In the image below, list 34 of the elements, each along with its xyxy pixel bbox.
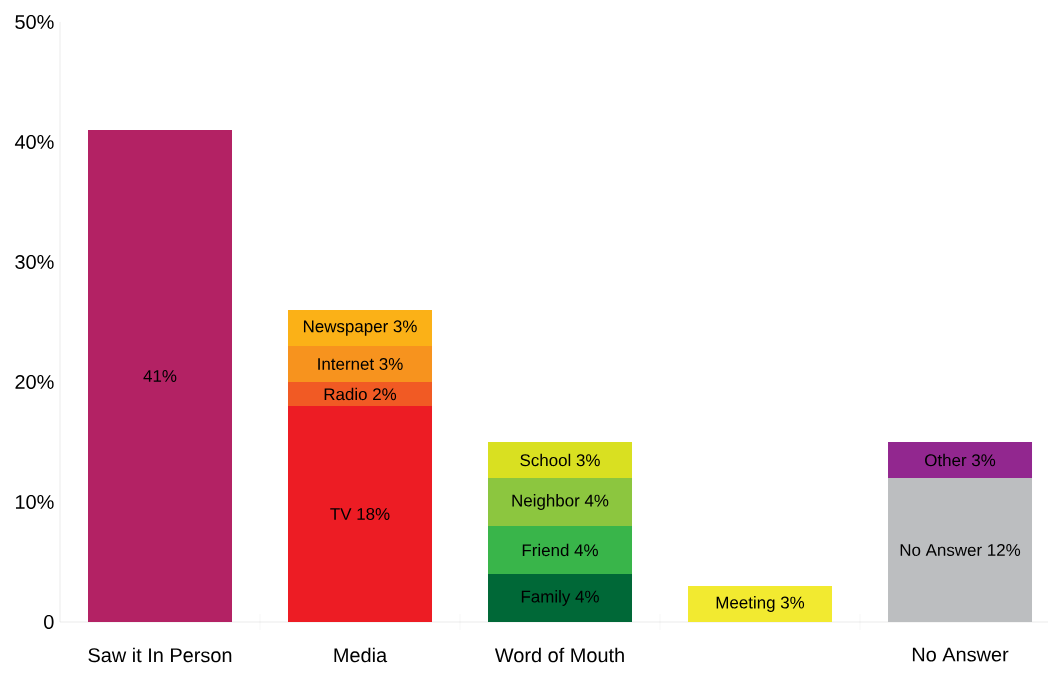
data-label: School 3%	[520, 453, 600, 467]
bar	[488, 478, 633, 526]
data-label: Newspaper 3%	[303, 320, 417, 336]
x-tick-label: Media	[334, 647, 388, 663]
x-tick-label: Saw it In Person	[88, 647, 232, 663]
data-label: Family 4%	[521, 590, 599, 606]
bar	[288, 346, 433, 382]
bar	[488, 526, 633, 574]
data-label: Internet 3%	[318, 358, 403, 370]
y-tick-label: 0	[44, 614, 54, 630]
bar	[888, 478, 1033, 622]
data-label: Friend 4%	[522, 543, 598, 557]
bar	[488, 442, 633, 478]
data-label: TV 18%	[330, 508, 390, 520]
y-tick-label: 20%	[15, 374, 54, 390]
data-label: Meeting 3%	[716, 596, 805, 612]
data-label: Other 3%	[925, 453, 996, 467]
y-tick-label: 50%	[15, 14, 54, 30]
bar	[688, 586, 833, 622]
bar	[488, 574, 633, 622]
bar	[288, 406, 433, 622]
y-tick-label: 30%	[15, 254, 54, 270]
y-tick-label: 10%	[15, 494, 54, 510]
bar	[288, 310, 433, 346]
x-tick-label: No Answer	[912, 647, 1009, 662]
data-label: Neighbor 4%	[512, 494, 609, 510]
x-tick-label: Word of Mouth	[494, 647, 624, 663]
bar	[888, 442, 1033, 478]
bar	[88, 130, 232, 622]
y-tick-label: 40%	[14, 134, 54, 150]
data-label: Radio 2%	[324, 387, 397, 401]
data-label: No Answer 12%	[900, 544, 1021, 556]
bar	[288, 382, 433, 406]
data-label: 41%	[143, 370, 177, 382]
